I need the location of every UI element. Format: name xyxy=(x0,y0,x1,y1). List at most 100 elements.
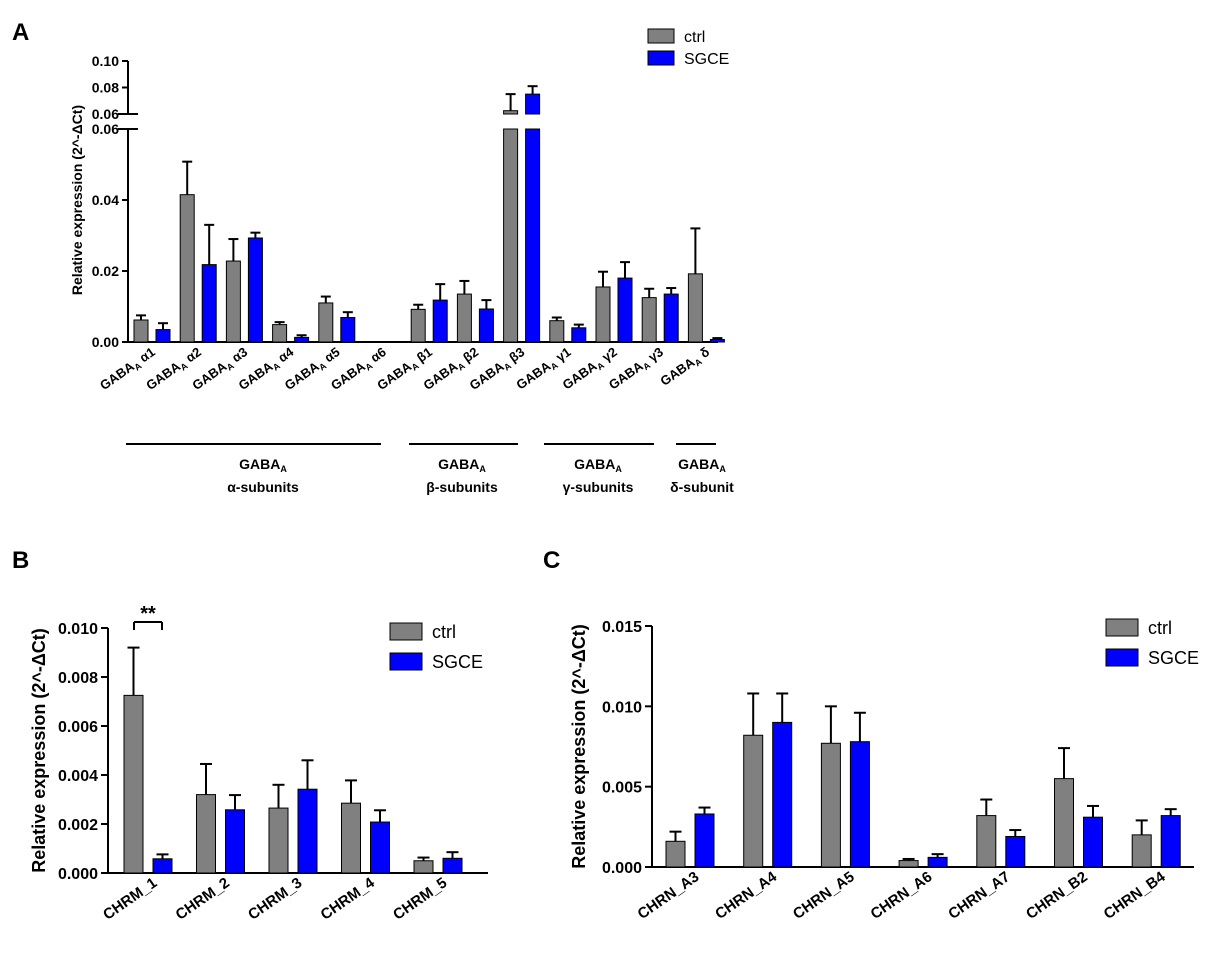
bar-sgce xyxy=(155,329,171,343)
x-tick-label: GABAA δ xyxy=(657,344,713,390)
group-title: GABAA xyxy=(239,456,287,474)
bar-sgce xyxy=(694,813,715,868)
legend-label-ctrl: ctrl xyxy=(684,29,705,46)
legend-swatch-sgce xyxy=(647,50,675,66)
bar-ctrl xyxy=(133,319,149,343)
x-tick-label: CHRM_1 xyxy=(100,874,160,923)
panel-letter-c: C xyxy=(543,547,560,574)
legend-swatch-ctrl xyxy=(389,622,423,641)
bar-ctrl xyxy=(898,860,919,868)
bar-ctrl xyxy=(123,694,144,874)
bar-sgce xyxy=(297,788,318,874)
bar-ctrl xyxy=(820,742,841,868)
bar-ctrl xyxy=(179,194,195,343)
bar-ctrl xyxy=(456,293,472,343)
bar-ctrl xyxy=(318,302,334,343)
y-tick-label: 0.010 xyxy=(58,621,98,638)
bar-ctrl xyxy=(272,324,288,343)
bar-sgce xyxy=(571,327,587,343)
y-tick-label: 0.02 xyxy=(92,263,119,279)
group-title: GABAA xyxy=(678,456,726,474)
x-tick-label: CHRM_3 xyxy=(245,874,305,923)
bar-ctrl xyxy=(641,297,657,343)
group-title: GABAA xyxy=(438,456,486,474)
y-tick-label: 0.06 xyxy=(92,121,119,137)
panel-b-chart: 0.000 0.002 0.004 0.006 0.008 0.010 Relative e… xyxy=(29,603,488,924)
legend-label-ctrl: ctrl xyxy=(432,622,456,642)
y-tick-label: 0.000 xyxy=(58,866,98,883)
legend-label-sgce: SGCE xyxy=(684,51,729,68)
bar-ctrl xyxy=(196,794,216,874)
y-tick-label: 0.000 xyxy=(602,860,642,877)
y-tick-label: 0.005 xyxy=(602,780,642,797)
bar-sgce xyxy=(927,856,948,868)
bar-sgce xyxy=(709,339,725,343)
x-tick-label: CHRN_A4 xyxy=(712,868,780,923)
y-tick-label: 0.00 xyxy=(92,334,119,350)
legend-swatch-sgce xyxy=(389,652,423,671)
y-tick-label: 0.004 xyxy=(58,768,98,785)
bar-ctrl xyxy=(976,815,997,868)
bar-sgce xyxy=(247,237,263,343)
bar-sgce xyxy=(432,299,448,343)
y-tick-label: 0.002 xyxy=(58,817,98,834)
bar-sgce xyxy=(772,721,793,868)
bar-ctrl xyxy=(413,860,434,874)
panel-letter-a: A xyxy=(12,19,29,46)
legend-swatch-ctrl xyxy=(1105,618,1139,637)
y-tick-label: 0.008 xyxy=(58,670,98,687)
x-tick-label: CHRN_A5 xyxy=(790,868,858,923)
x-tick-label: CHRM_4 xyxy=(318,874,379,924)
x-tick-label: CHRM_2 xyxy=(173,874,233,923)
panel-c-chart: 0.000 0.005 0.010 0.015 Relative expression … xyxy=(569,618,1199,923)
group-title: GABAA xyxy=(574,456,622,474)
legend-swatch-sgce xyxy=(1105,648,1139,667)
panel-letter-b: B xyxy=(12,547,29,574)
group-subtitle: α-subunits xyxy=(227,479,299,495)
bar-sgce xyxy=(201,264,217,343)
bar-ctrl xyxy=(665,840,686,868)
bar-ctrl xyxy=(503,128,519,343)
x-tick-label: CHRN_B4 xyxy=(1101,868,1169,923)
significance-label: ** xyxy=(140,603,156,625)
bar-ctrl xyxy=(743,734,764,868)
x-tick-label: CHRM_5 xyxy=(390,874,450,923)
bar-sgce xyxy=(152,858,173,874)
bar-ctrl xyxy=(687,273,703,343)
y-tick-label: 0.06 xyxy=(92,106,119,122)
bar-ctrl xyxy=(341,802,361,874)
bar-ctrl-upper xyxy=(503,110,519,115)
x-tick-label: CHRN_B2 xyxy=(1023,868,1091,923)
bar-ctrl xyxy=(410,308,426,343)
y-tick-label: 0.006 xyxy=(58,719,98,736)
bar-sgce xyxy=(294,336,310,343)
y-tick-label: 0.010 xyxy=(602,699,642,716)
bar-ctrl xyxy=(268,807,289,874)
bar-sgce-upper xyxy=(525,93,541,115)
bar-sgce xyxy=(1005,835,1026,868)
bar-sgce xyxy=(617,277,633,343)
group-subtitle: δ-subunit xyxy=(670,479,734,495)
y-axis-label: Relative expression (2^-ΔCt) xyxy=(569,624,589,869)
bar-ctrl xyxy=(1054,778,1074,868)
legend-label-sgce: SGCE xyxy=(1148,648,1199,668)
bar-sgce xyxy=(1083,816,1103,868)
group-subtitle: γ-subunits xyxy=(563,479,634,495)
y-axis-label: Relative expression (2^-ΔCt) xyxy=(29,628,49,873)
bar-ctrl xyxy=(595,286,611,343)
legend-label-sgce: SGCE xyxy=(432,652,483,672)
x-tick-label: CHRN_A6 xyxy=(868,868,936,923)
x-tick-label: CHRN_A3 xyxy=(634,868,702,923)
bar-sgce xyxy=(340,317,356,343)
bar-sgce xyxy=(849,741,870,868)
bar-ctrl xyxy=(225,260,241,343)
bar-sgce xyxy=(370,821,390,874)
y-tick-label: 0.015 xyxy=(602,619,642,636)
legend-label-ctrl: ctrl xyxy=(1148,618,1172,638)
bar-sgce xyxy=(525,128,541,343)
y-tick-label: 0.04 xyxy=(92,192,119,208)
group-subtitle: β-subunits xyxy=(426,479,498,495)
bar-ctrl xyxy=(549,320,565,343)
bar-sgce xyxy=(442,857,463,874)
